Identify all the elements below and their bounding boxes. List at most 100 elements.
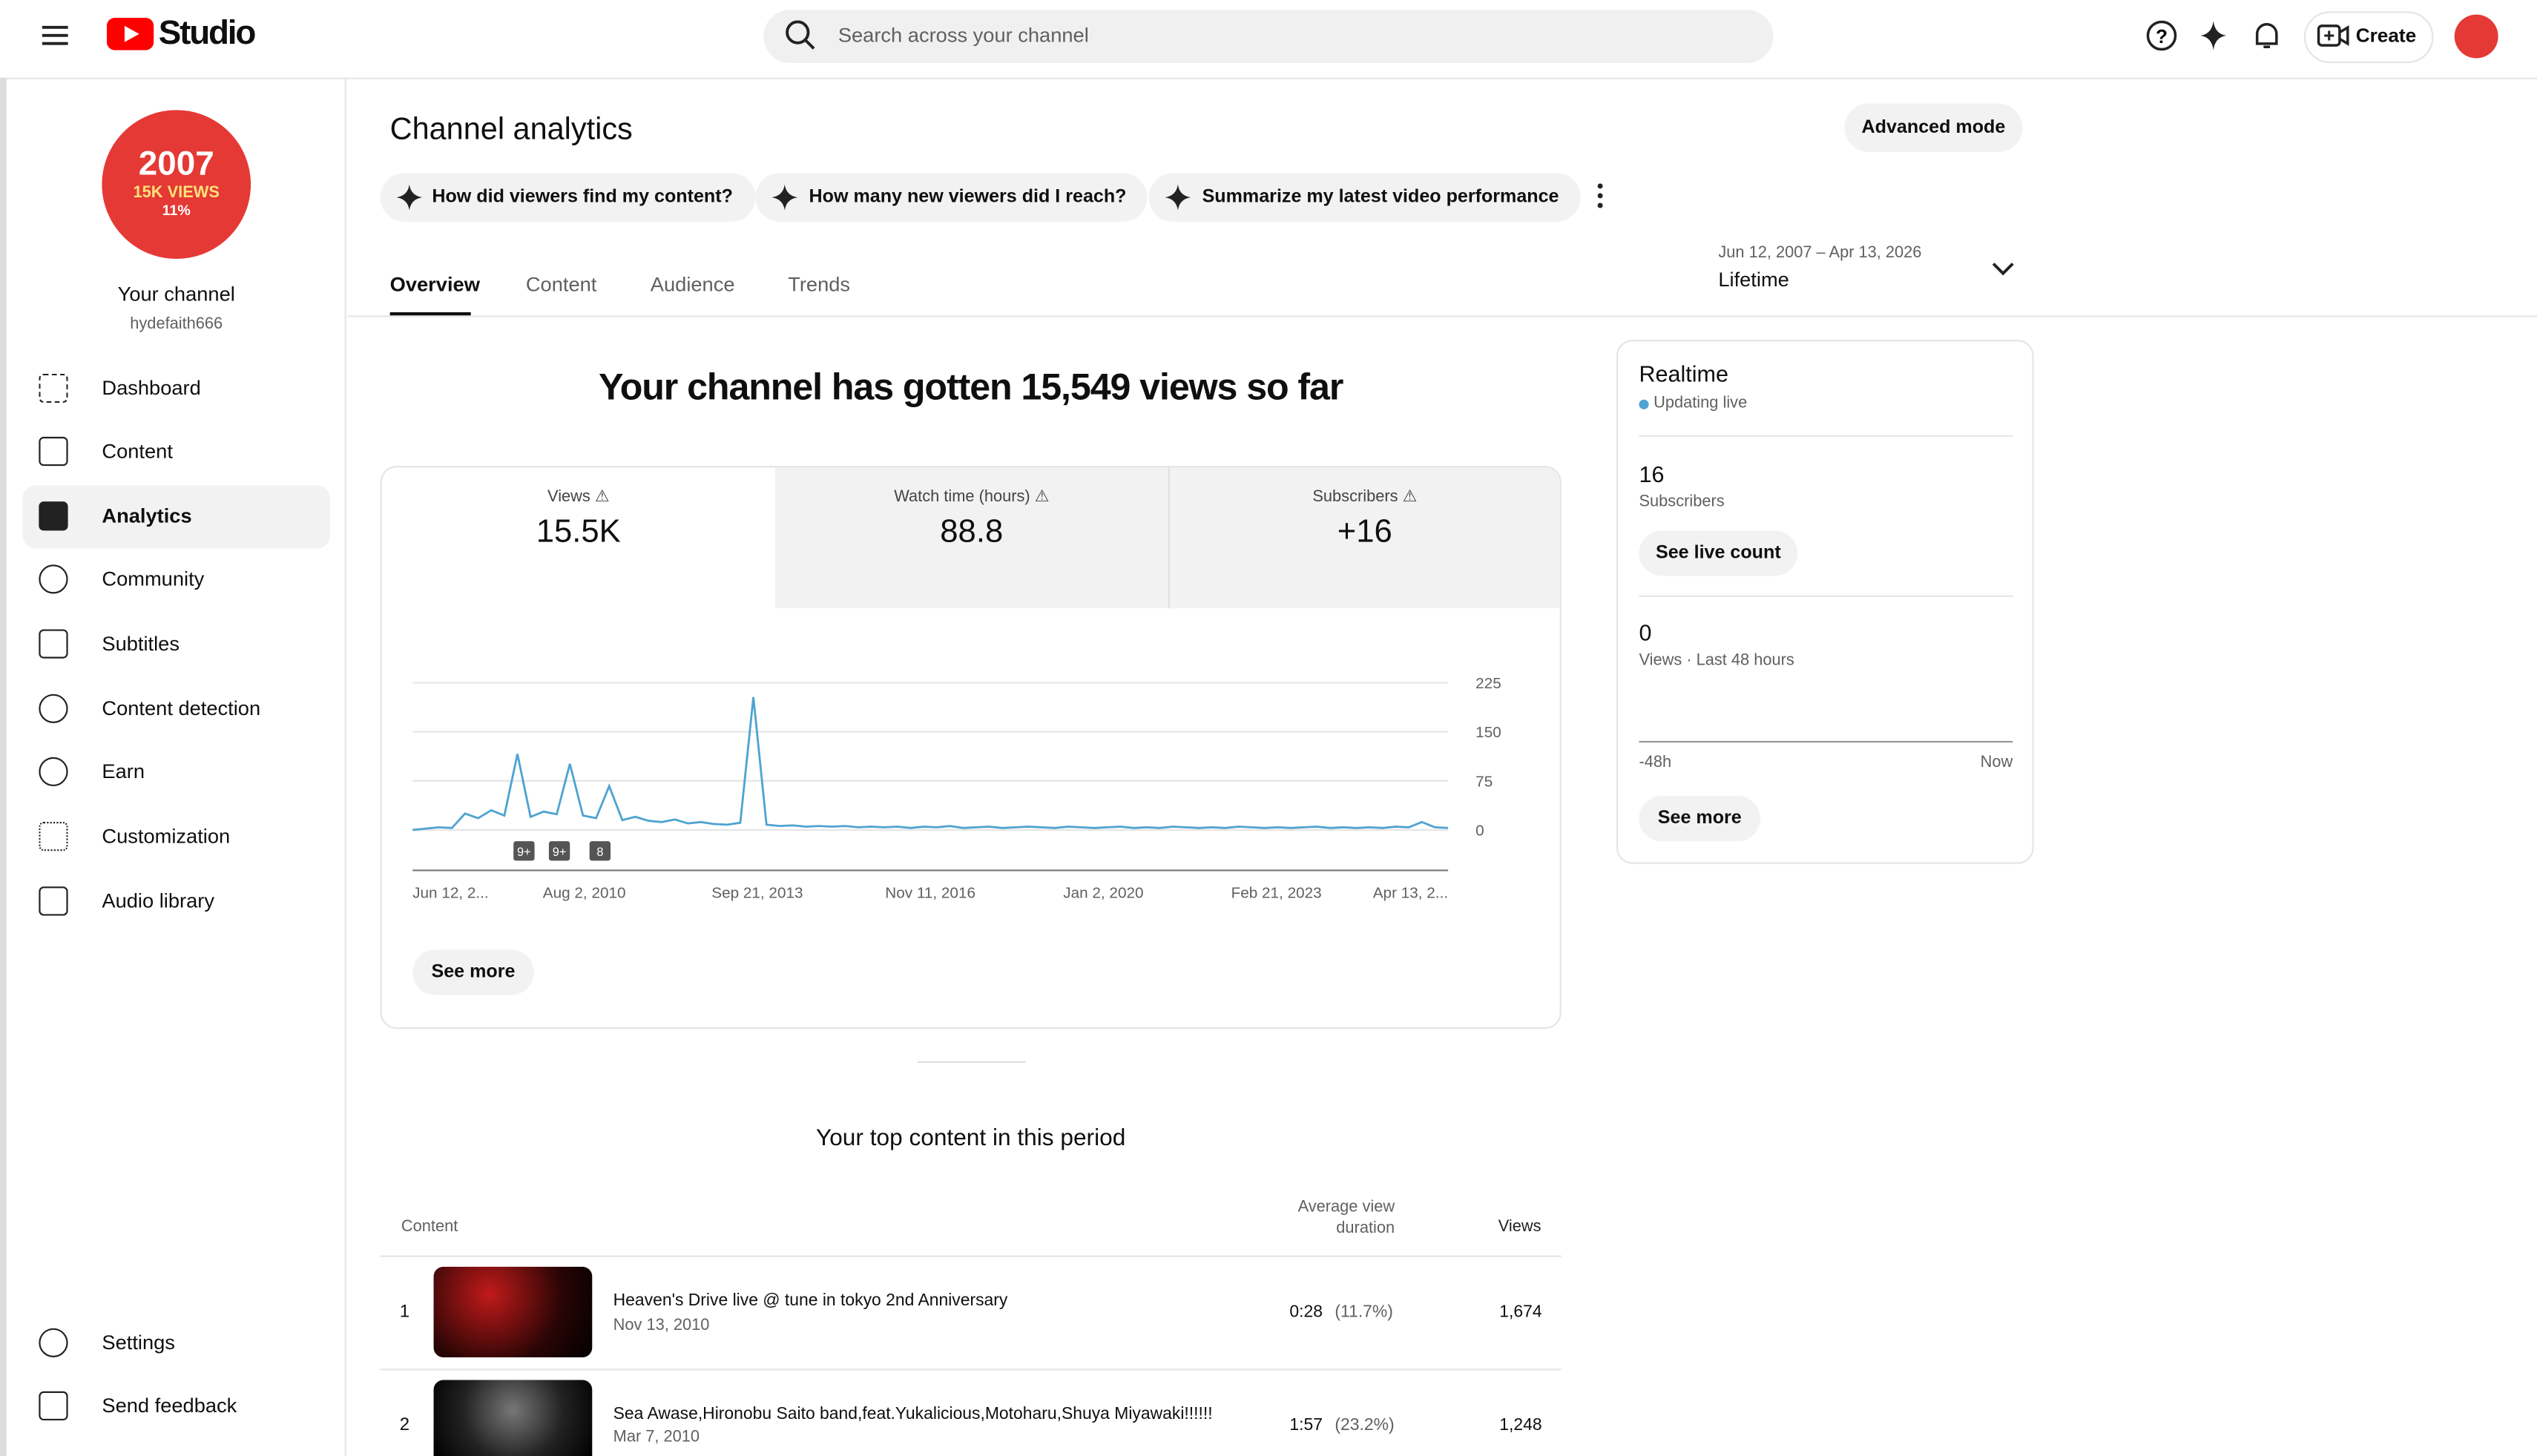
nav-item[interactable]: Community bbox=[102, 567, 205, 591]
tab[interactable]: Content bbox=[525, 273, 597, 297]
avg-percent: (23.2%) bbox=[1335, 1415, 1395, 1435]
nav-item[interactable]: Content detection bbox=[102, 697, 261, 720]
live-dot bbox=[1639, 399, 1649, 409]
y-tick-label: 150 bbox=[1475, 724, 1501, 741]
subscriber-count: 16 bbox=[1639, 461, 1665, 487]
nav-icon bbox=[39, 564, 68, 594]
prompt-chip[interactable]: How many new viewers did I reach? bbox=[755, 173, 1148, 222]
video-date: Nov 13, 2010 bbox=[613, 1317, 710, 1335]
annotation-label: 8 bbox=[596, 846, 603, 859]
see-live-count-button[interactable]: See live count bbox=[1639, 530, 1798, 576]
views: 1,248 bbox=[1499, 1415, 1542, 1435]
nav-icon bbox=[39, 694, 68, 723]
account-avatar[interactable] bbox=[2454, 14, 2498, 59]
thumbnail[interactable] bbox=[433, 1266, 593, 1357]
help-icon[interactable]: ? bbox=[2145, 19, 2178, 52]
y-tick-label: 225 bbox=[1475, 675, 1501, 692]
thumbnail[interactable] bbox=[433, 1380, 593, 1456]
annotation-box bbox=[548, 841, 570, 861]
annotation-label: 9+ bbox=[553, 846, 567, 859]
x-tick-label: Jun 12, 2... bbox=[412, 885, 489, 902]
metric-label: Watch time (hours) ⚠ bbox=[894, 488, 1050, 507]
nav-item[interactable]: Content bbox=[102, 440, 173, 463]
x-tick-label: Aug 2, 2010 bbox=[543, 885, 626, 902]
search-icon bbox=[786, 20, 815, 50]
date-label[interactable]: Lifetime bbox=[1718, 269, 1789, 291]
y-tick-label: 0 bbox=[1475, 823, 1484, 840]
advanced-mode-button[interactable]: Advanced mode bbox=[1844, 103, 2023, 153]
x-tick-label: Jan 2, 2020 bbox=[1063, 885, 1143, 902]
nav-item[interactable]: Settings bbox=[102, 1331, 175, 1354]
realtime-axis-label: Now bbox=[1980, 754, 2013, 772]
video-date: Mar 7, 2010 bbox=[613, 1428, 700, 1446]
create-button[interactable] bbox=[2303, 11, 2434, 64]
channel-handle: hydefaith666 bbox=[130, 315, 223, 334]
channel-name: Your channel bbox=[117, 283, 235, 306]
tab[interactable]: Audience bbox=[650, 273, 735, 297]
channel-avatar[interactable]: 2007 15K VIEWS 11% bbox=[102, 110, 251, 259]
row-divider bbox=[380, 1255, 1562, 1257]
date-range[interactable]: Jun 12, 2007 – Apr 13, 2026 bbox=[1718, 244, 1922, 263]
nav-item[interactable]: Audio library bbox=[102, 889, 214, 913]
realtime-card bbox=[1616, 340, 2034, 864]
notifications-icon[interactable] bbox=[2252, 19, 2281, 52]
nav-icon bbox=[39, 501, 68, 531]
nav-icon bbox=[39, 436, 68, 467]
realtime-status: Updating live bbox=[1654, 395, 1748, 413]
views-chart: 0 75 150 225 Jun 12, 2... Aug 2, 2010 Sep 21, … bbox=[412, 675, 1501, 902]
nav-item[interactable]: Dashboard bbox=[102, 377, 201, 400]
nav-icon bbox=[39, 757, 68, 787]
see-more-button[interactable]: See more bbox=[1639, 796, 1761, 842]
metric-value: 15.5K bbox=[536, 514, 621, 550]
column-header: Views bbox=[1498, 1218, 1541, 1236]
video-title[interactable]: Heaven's Drive live @ tune in tokyo 2nd … bbox=[613, 1291, 1008, 1311]
rank: 1 bbox=[399, 1302, 410, 1322]
metric-divider bbox=[1168, 467, 1170, 609]
ai-icon[interactable] bbox=[2199, 19, 2228, 52]
realtime-title: Realtime bbox=[1639, 360, 1728, 387]
logo-icon[interactable] bbox=[106, 17, 155, 52]
page-title: Channel analytics bbox=[389, 113, 633, 148]
y-tick-label: 75 bbox=[1475, 773, 1493, 790]
views-label: Views · Last 48 hours bbox=[1639, 651, 1794, 670]
svg-text:?: ? bbox=[2156, 25, 2168, 47]
prompt-chip[interactable]: Summarize my latest video performance bbox=[1148, 173, 1580, 222]
nav-item[interactable]: Earn bbox=[102, 760, 145, 783]
search-bar[interactable] bbox=[763, 10, 1774, 64]
video-title[interactable]: Sea Awase,Hironobu Saito band,feat.Yukal… bbox=[613, 1404, 1213, 1424]
dropdown-icon[interactable] bbox=[1992, 260, 2015, 277]
tab[interactable]: Overview bbox=[389, 273, 480, 297]
metric-label: Views ⚠ bbox=[547, 488, 610, 507]
section-title: Your top content in this period bbox=[816, 1126, 1126, 1152]
tab-indicator bbox=[389, 312, 471, 316]
prompt-chip[interactable]: How did viewers find my content? bbox=[380, 173, 756, 222]
create-label: Create bbox=[2355, 24, 2417, 47]
row-divider bbox=[380, 1368, 1562, 1371]
nav-icon bbox=[39, 886, 68, 916]
nav-item[interactable]: Subtitles bbox=[102, 632, 180, 656]
sparkle-icon bbox=[1165, 184, 1191, 211]
views-line bbox=[412, 696, 1449, 831]
sidebar bbox=[0, 77, 346, 1456]
rank: 2 bbox=[399, 1415, 410, 1435]
views-count: 0 bbox=[1639, 619, 1652, 646]
logo-text[interactable]: Studio bbox=[158, 14, 257, 52]
more-button[interactable] bbox=[1596, 182, 1605, 208]
annotation-box bbox=[589, 841, 611, 861]
nav-item[interactable]: Send feedback bbox=[102, 1394, 237, 1417]
metric-value: +16 bbox=[1337, 514, 1392, 550]
nav-icon bbox=[39, 373, 68, 403]
see-more-button[interactable]: See more bbox=[412, 949, 534, 995]
metric-label-text: Subscribers bbox=[1312, 488, 1398, 507]
menu-button[interactable] bbox=[42, 23, 71, 49]
tab[interactable]: Trends bbox=[788, 273, 851, 297]
annotation-box bbox=[513, 841, 535, 861]
column-header: Average view duration bbox=[1297, 1199, 1395, 1238]
nav-item[interactable]: Analytics bbox=[102, 504, 192, 528]
nav-item[interactable]: Customization bbox=[102, 825, 231, 848]
avatar-text: 15K VIEWS bbox=[133, 184, 220, 202]
divider bbox=[1639, 595, 2013, 597]
header bbox=[0, 0, 2537, 79]
x-tick-label: Nov 11, 2016 bbox=[885, 885, 975, 902]
